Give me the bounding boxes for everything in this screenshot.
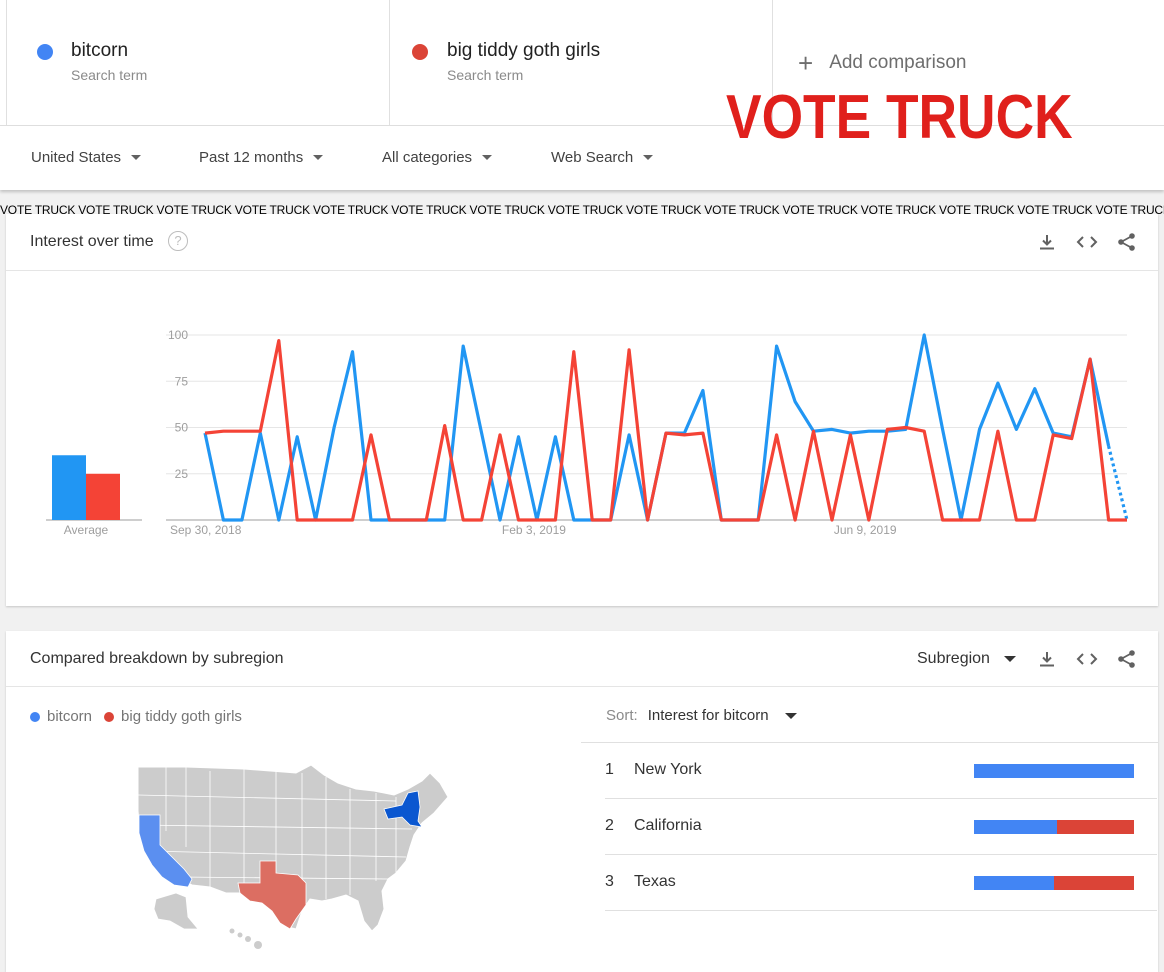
embed-icon[interactable] bbox=[1067, 647, 1107, 671]
rank-number: 3 bbox=[605, 873, 614, 890]
dropdown-arrow-icon bbox=[313, 155, 324, 160]
dropdown-arrow-icon bbox=[482, 155, 493, 160]
rank-region-name: Texas bbox=[634, 873, 676, 890]
us-map[interactable] bbox=[126, 761, 456, 951]
x-tick-label: Feb 3, 2019 bbox=[502, 523, 566, 537]
sort-divider bbox=[581, 742, 1158, 743]
time-filter[interactable]: Past 12 months bbox=[199, 149, 324, 166]
add-comparison-button[interactable]: + Add comparison bbox=[798, 50, 966, 76]
search-type-filter[interactable]: Web Search bbox=[551, 149, 654, 166]
rank-region-name: California bbox=[634, 817, 702, 834]
map-legend: bitcorn big tiddy goth girls bbox=[30, 708, 254, 725]
rank-bar bbox=[974, 876, 1134, 890]
rank-bar-goth bbox=[1054, 876, 1134, 890]
rank-bar bbox=[974, 764, 1134, 778]
filter-bar: United States Past 12 months All categor… bbox=[0, 126, 1164, 190]
rank-region-name: New York bbox=[634, 761, 702, 778]
dropdown-arrow-icon bbox=[643, 155, 654, 160]
plus-icon: + bbox=[798, 48, 814, 78]
embed-icon[interactable] bbox=[1067, 230, 1107, 254]
card-title: Interest over time bbox=[30, 233, 154, 250]
dropdown-arrow-icon bbox=[784, 712, 797, 719]
term-name[interactable]: big tiddy goth girls bbox=[447, 40, 601, 61]
rank-number: 2 bbox=[605, 817, 614, 834]
average-bar bbox=[86, 473, 120, 520]
card-divider bbox=[6, 686, 1158, 687]
search-term-card-bitcorn[interactable]: bitcorn Search term bbox=[6, 0, 390, 126]
subregion-dropdown[interactable]: Subregion bbox=[917, 650, 1016, 668]
card-actions bbox=[1027, 230, 1147, 254]
term-subtitle: Search term bbox=[71, 67, 148, 83]
rank-bar-goth bbox=[1057, 820, 1134, 834]
rank-bar-bitcorn bbox=[974, 876, 1054, 890]
legend-item: bitcorn bbox=[30, 708, 92, 725]
subregion-dropdown-label: Subregion bbox=[917, 650, 990, 667]
legend-item: big tiddy goth girls bbox=[104, 708, 242, 725]
average-label: Average bbox=[64, 523, 109, 537]
rank-bar-bitcorn bbox=[974, 820, 1058, 834]
card-divider bbox=[6, 270, 1158, 271]
region-filter-label: United States bbox=[31, 149, 122, 166]
comparison-bar: bitcorn Search term big tiddy goth girls… bbox=[0, 0, 1164, 126]
search-term-card-goth[interactable]: big tiddy goth girls Search term bbox=[390, 0, 773, 126]
sort-control[interactable]: Sort: Interest for bitcorn bbox=[606, 707, 797, 724]
rank-row[interactable]: 2 California bbox=[605, 799, 1157, 855]
region-filter[interactable]: United States bbox=[31, 149, 142, 166]
rank-number: 1 bbox=[605, 761, 614, 778]
y-tick-label: 100 bbox=[168, 328, 188, 342]
interest-over-time-card: Interest over time ? 100 75 50 25 Sep 30, 20… bbox=[6, 214, 1158, 606]
legend-dot bbox=[30, 711, 40, 722]
rank-row[interactable]: 1 New York bbox=[605, 743, 1157, 799]
download-icon[interactable] bbox=[1027, 647, 1067, 671]
interest-chart: 100 75 50 25 Sep 30, 2018 Feb 3, 2019 Jun 9, 2… bbox=[46, 328, 1129, 537]
term-color-dot bbox=[412, 44, 428, 60]
card-actions bbox=[1027, 647, 1147, 671]
share-icon[interactable] bbox=[1107, 647, 1147, 671]
series-line-goth bbox=[204, 338, 1127, 522]
term-name[interactable]: bitcorn bbox=[71, 40, 129, 61]
map-state-alaska bbox=[153, 892, 199, 930]
category-filter-label: All categories bbox=[382, 149, 473, 166]
rank-bar bbox=[974, 820, 1134, 834]
y-tick-label: 25 bbox=[175, 467, 189, 481]
map-state-new-york bbox=[383, 790, 423, 828]
subregion-card: Compared breakdown by subregion Subregio… bbox=[6, 631, 1158, 972]
map-state-hawaii bbox=[229, 928, 262, 949]
legend-label: big tiddy goth girls bbox=[121, 708, 242, 725]
x-tick-label: Jun 9, 2019 bbox=[834, 523, 897, 537]
overlay-text: VOTE TRUCK bbox=[726, 83, 1073, 152]
sort-label: Sort: bbox=[606, 707, 638, 724]
share-icon[interactable] bbox=[1107, 230, 1147, 254]
series-partial-segment bbox=[1107, 445, 1129, 521]
category-filter[interactable]: All categories bbox=[382, 149, 493, 166]
help-icon[interactable]: ? bbox=[168, 231, 188, 251]
legend-dot bbox=[104, 711, 115, 722]
search-type-filter-label: Web Search bbox=[551, 149, 634, 166]
dropdown-arrow-icon bbox=[131, 155, 142, 160]
download-icon[interactable] bbox=[1027, 230, 1067, 254]
term-color-dot bbox=[37, 44, 53, 60]
map-state-texas bbox=[237, 860, 307, 930]
x-tick-label: Sep 30, 2018 bbox=[170, 523, 242, 537]
y-tick-label: 50 bbox=[175, 421, 189, 435]
rank-row[interactable]: 3 Texas bbox=[605, 855, 1157, 911]
dropdown-arrow-icon bbox=[1003, 656, 1016, 662]
legend-label: bitcorn bbox=[47, 708, 93, 725]
term-subtitle: Search term bbox=[447, 67, 524, 83]
y-tick-label: 75 bbox=[175, 374, 189, 388]
overlay-banner: VOTE TRUCK VOTE TRUCK VOTE TRUCK VOTE TR… bbox=[0, 203, 1164, 217]
add-comparison-label: Add comparison bbox=[829, 52, 967, 73]
rank-bar-bitcorn bbox=[974, 764, 1134, 778]
time-filter-label: Past 12 months bbox=[199, 149, 304, 166]
sort-value: Interest for bitcorn bbox=[647, 707, 769, 724]
state-borders bbox=[137, 767, 413, 911]
average-bar bbox=[52, 455, 86, 520]
map-state-california bbox=[138, 814, 193, 888]
card-title: Compared breakdown by subregion bbox=[30, 650, 284, 667]
